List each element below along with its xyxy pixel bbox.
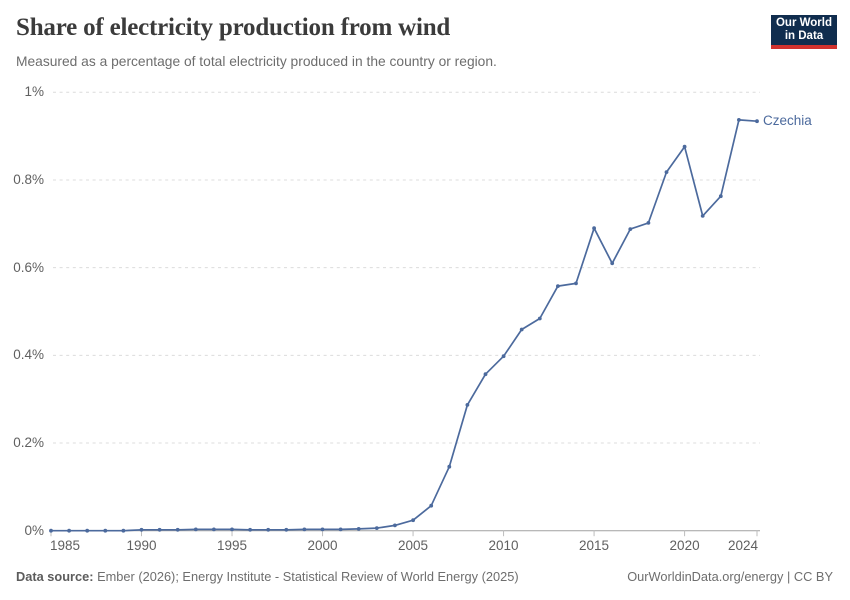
data-point-1991[interactable] [157, 527, 162, 532]
attribution-link[interactable]: OurWorldinData.org/energy | CC BY [627, 569, 833, 584]
x-axis-label-2015: 2015 [579, 538, 610, 553]
data-source-note: Data source: Ember (2026); Energy Instit… [16, 569, 519, 584]
owid-logo-line2: in Data [784, 30, 824, 42]
data-point-2002[interactable] [356, 527, 361, 531]
y-axis-label-0.8%: 0.8% [13, 171, 44, 187]
data-point-2000[interactable] [320, 527, 325, 532]
data-point-1990[interactable] [139, 527, 144, 532]
owid-logo: Our World in Data [771, 15, 837, 49]
y-axis-label-0.6%: 0.6% [13, 259, 44, 275]
data-point-2004[interactable] [393, 523, 397, 528]
x-axis-label-1990: 1990 [126, 538, 157, 553]
data-point-2001[interactable] [338, 527, 343, 532]
x-axis-label-1995: 1995 [216, 538, 248, 553]
data-point-1997[interactable] [266, 527, 271, 532]
owid-logo-line1: Our World [775, 17, 832, 29]
data-point-1985[interactable] [49, 528, 53, 533]
data-point-1992[interactable] [175, 527, 180, 532]
data-point-1988[interactable] [103, 528, 108, 533]
data-point-2013[interactable] [556, 284, 560, 288]
data-point-2011[interactable] [519, 327, 524, 332]
data-source-text: Ember (2026); Energy Institute - Statist… [93, 569, 519, 584]
data-point-1987[interactable] [85, 528, 90, 533]
data-point-1996[interactable] [248, 527, 253, 532]
data-point-1995[interactable] [230, 527, 234, 532]
data-point-2008[interactable] [465, 403, 470, 407]
data-point-1999[interactable] [302, 527, 307, 532]
y-axis-label-0%: 0% [24, 522, 44, 538]
page-title: Share of electricity production from win… [16, 14, 451, 41]
y-axis-label-0.2%: 0.2% [13, 435, 44, 451]
x-axis-label-2005: 2005 [398, 538, 429, 553]
x-axis-label-2020: 2020 [669, 538, 700, 553]
data-point-1989[interactable] [121, 528, 126, 533]
czechia-line[interactable] [50, 119, 758, 532]
data-point-2003[interactable] [374, 526, 379, 530]
data-point-2012[interactable] [537, 316, 542, 321]
data-point-2021[interactable] [700, 214, 705, 218]
x-axis-label-1985: 1985 [50, 538, 81, 553]
data-point-2015[interactable] [592, 226, 596, 231]
y-axis-label-1%: 1% [24, 84, 44, 100]
data-source-label: Data source: [16, 569, 94, 584]
x-axis-label-2000: 2000 [307, 538, 338, 553]
data-point-2006[interactable] [429, 503, 434, 508]
chart-subtitle: Measured as a percentage of total electr… [16, 54, 497, 69]
series-label-czechia[interactable]: Czechia [763, 113, 812, 129]
data-point-2024[interactable] [755, 119, 759, 124]
data-point-1993[interactable] [193, 527, 198, 532]
data-point-2023[interactable] [737, 118, 741, 122]
data-point-2017[interactable] [628, 227, 633, 232]
y-axis-label-0.4%: 0.4% [13, 347, 44, 363]
data-point-2010[interactable] [501, 354, 506, 359]
data-point-2022[interactable] [718, 194, 723, 199]
data-point-1994[interactable] [212, 527, 216, 532]
data-point-2020[interactable] [682, 144, 687, 149]
data-point-2018[interactable] [646, 221, 651, 225]
data-point-2007[interactable] [447, 464, 452, 469]
data-point-1998[interactable] [284, 527, 289, 532]
x-axis-label-2010: 2010 [488, 538, 519, 553]
x-axis-label-2024: 2024 [727, 538, 758, 553]
data-point-2009[interactable] [483, 372, 488, 377]
data-point-2014[interactable] [574, 281, 578, 286]
data-point-2019[interactable] [664, 170, 669, 175]
data-point-2005[interactable] [411, 518, 415, 523]
data-point-2016[interactable] [610, 261, 615, 266]
data-point-1986[interactable] [67, 528, 71, 533]
